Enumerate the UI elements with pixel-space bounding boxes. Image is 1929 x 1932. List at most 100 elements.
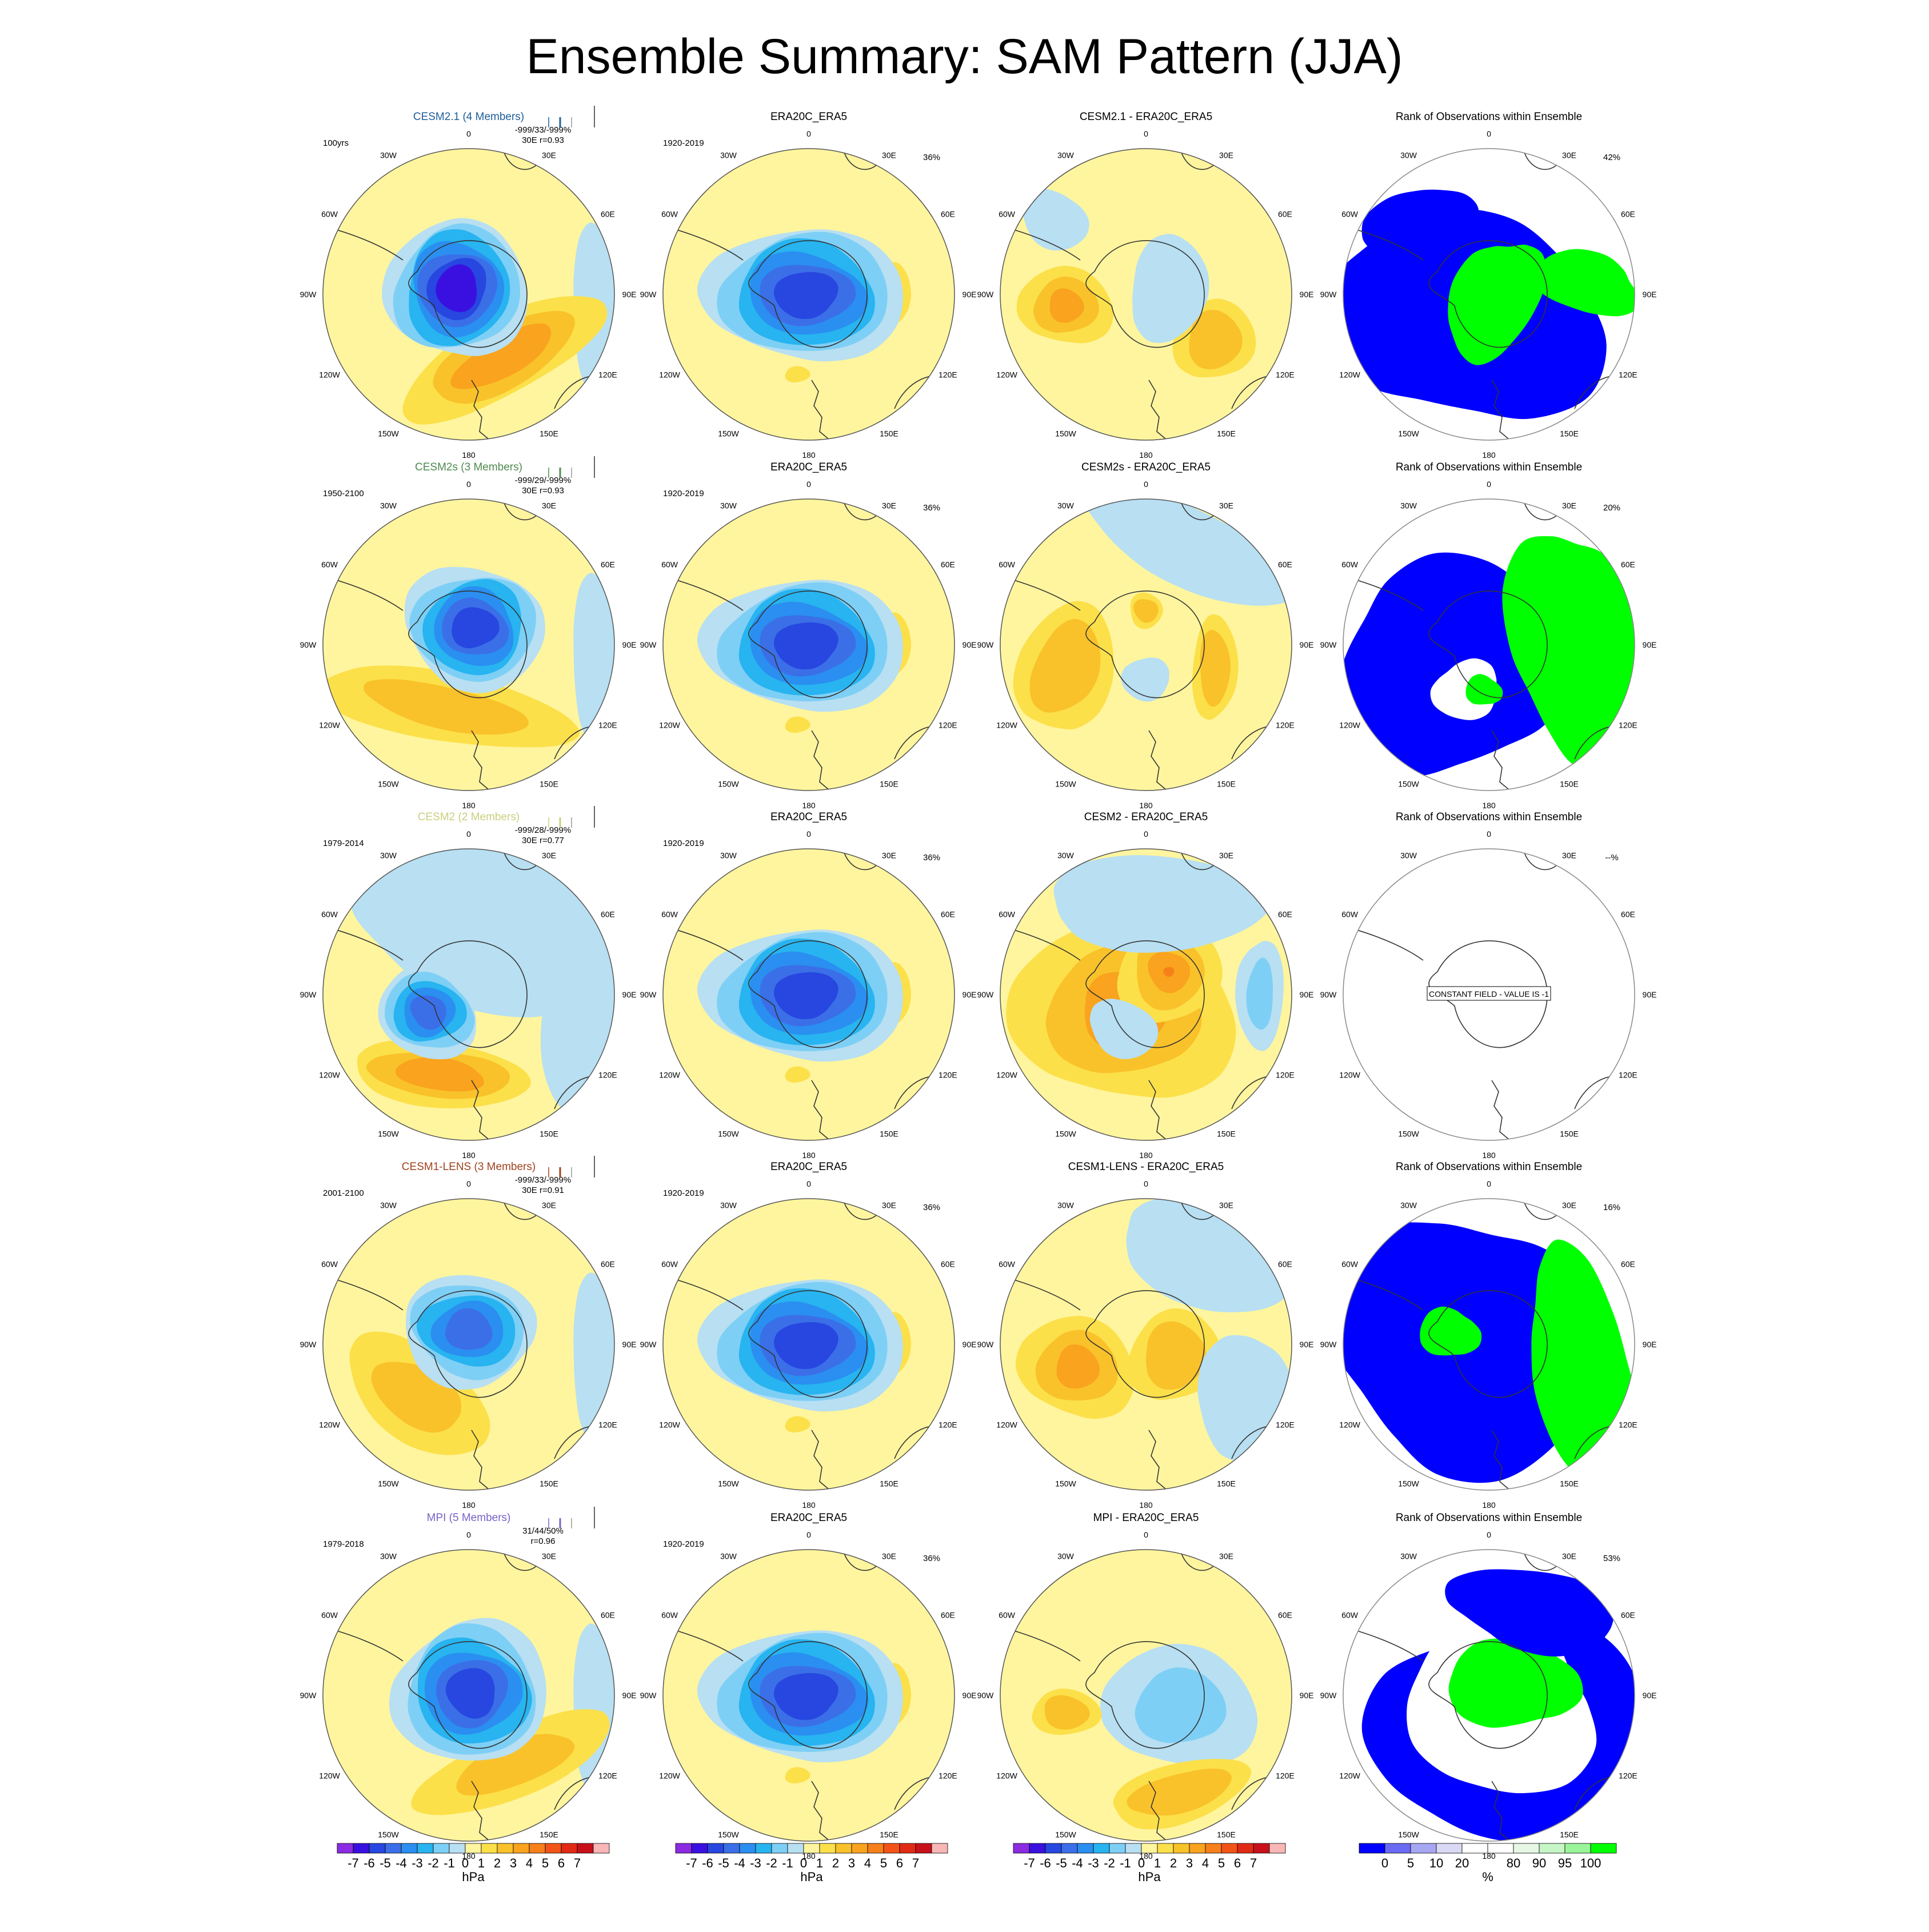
lon-label: 30E — [1562, 501, 1576, 510]
colorbar-tick-label: -3 — [750, 1856, 761, 1870]
lon-label: 0 — [466, 829, 471, 839]
colorbar-swatch — [739, 1843, 756, 1854]
new-zealand-coast — [811, 1781, 830, 1841]
colorbar-tick-label: -1 — [1120, 1856, 1131, 1870]
map-panel-rank-3: 0 30E 60E 90E 120E 150E 180 150W 120W 90W 60W 30W Ra… — [1320, 811, 1657, 1160]
map-panel-model-1: 0 30E 60E 90E 120E 150E 180 150W 120W 90W 60W 30W CE… — [300, 106, 637, 460]
lon-label: 60W — [1341, 910, 1359, 919]
colorbar-tick-label: -6 — [702, 1856, 713, 1870]
high-contour — [785, 716, 810, 733]
low-contour — [445, 1308, 493, 1350]
model-title: MPI (5 Members) — [427, 1512, 511, 1524]
map-panel-model-5: 0 30E 60E 90E 120E 150E 180 150W 120W 90W 60W 30W MP… — [300, 1507, 636, 1861]
colorbar-swatch — [1269, 1843, 1286, 1854]
diff-title: CESM1-LENS - ERA20C_ERA5 — [1068, 1161, 1224, 1173]
lon-label: 90E — [1300, 1340, 1314, 1349]
colorbar-unit: hPa — [800, 1870, 823, 1884]
lon-label: 120E — [598, 370, 617, 380]
colorbar-swatch — [1436, 1843, 1463, 1854]
lon-label: 30W — [720, 501, 737, 510]
lon-label: 90W — [1320, 290, 1337, 299]
lon-label: 90W — [300, 1691, 317, 1700]
obs-pct: 36% — [923, 503, 940, 513]
colorbar-swatch — [803, 1843, 820, 1854]
lon-label: 90E — [1300, 1691, 1314, 1700]
new-zealand-coast — [1148, 380, 1168, 440]
lon-label: 30E — [1562, 1201, 1576, 1210]
lon-label: 90W — [977, 640, 995, 649]
lon-label: 150E — [1560, 779, 1579, 788]
lon-label: 90E — [622, 290, 637, 299]
low-contour — [410, 995, 447, 1030]
lon-label: 30E — [1562, 151, 1576, 160]
colorbar-swatch — [691, 1843, 708, 1854]
lon-label: 150W — [718, 1830, 739, 1839]
colorbar-swatch — [675, 1843, 692, 1854]
map-panel-obs-1: 0 30E 60E 90E 120E 150E 180 150W 120W 90W 60W 30W ER… — [640, 111, 977, 460]
colorbar-swatch — [1359, 1843, 1385, 1854]
rank-pct: 42% — [1603, 153, 1620, 162]
lon-label: 150E — [1560, 1479, 1579, 1488]
rank-title: Rank of Observations within Ensemble — [1396, 461, 1582, 473]
colorbar-tick-label: 1 — [1154, 1856, 1161, 1870]
antarctica-coast — [748, 1290, 868, 1398]
high-contour — [785, 1767, 810, 1784]
colorbar-tick-label: -2 — [766, 1856, 777, 1870]
lon-label: 180 — [1482, 450, 1496, 460]
rank-region — [1430, 658, 1497, 720]
constant-field-box — [1427, 986, 1551, 1001]
lon-label: 60E — [1278, 560, 1292, 569]
lon-label: 150E — [880, 1129, 898, 1138]
lon-label: 90W — [640, 290, 657, 299]
lon-label: 180 — [462, 1500, 476, 1510]
colorbar-swatch — [545, 1843, 562, 1854]
lon-label: 120E — [598, 721, 617, 730]
lon-label: 0 — [806, 1530, 811, 1539]
new-zealand-coast — [471, 1781, 490, 1841]
colorbar-swatch — [1013, 1843, 1030, 1854]
low-contour — [1022, 189, 1089, 251]
lon-label: 90W — [977, 1691, 995, 1700]
lon-label: 90E — [1300, 990, 1314, 999]
lon-label: 60E — [1621, 1611, 1635, 1620]
lon-label: 30W — [1057, 151, 1075, 160]
low-contour — [1053, 855, 1272, 953]
colorbar-unit: % — [1482, 1870, 1493, 1884]
lon-label: 150E — [1560, 1830, 1579, 1839]
lon-label: 60E — [1621, 1260, 1635, 1269]
lon-label: 30E — [1562, 1552, 1576, 1561]
lon-label: 150W — [378, 1129, 399, 1138]
lon-label: 30W — [720, 851, 737, 860]
model-period: 2001-2100 — [323, 1188, 364, 1198]
colorbar-tick-label: 7 — [912, 1856, 919, 1870]
lon-label: 120W — [319, 370, 340, 380]
lon-label: 120E — [1619, 1420, 1638, 1430]
lon-label: 0 — [1144, 480, 1148, 489]
new-zealand-coast — [1491, 380, 1511, 440]
lon-label: 180 — [1139, 801, 1153, 810]
obs-pct: 36% — [923, 153, 940, 162]
map-border — [1000, 498, 1292, 791]
rank-region — [1420, 1306, 1482, 1356]
lon-label: 120W — [996, 1771, 1017, 1781]
colorbar-tick-label: 7 — [574, 1856, 581, 1870]
colorbar-swatch — [899, 1843, 916, 1854]
colorbar-tick-label: 0 — [462, 1856, 469, 1870]
colorbar-unit: hPa — [1138, 1870, 1161, 1884]
lon-label: 150W — [1398, 429, 1419, 438]
high-contour — [364, 679, 529, 735]
lon-label: 0 — [1487, 1530, 1491, 1539]
lon-label: 150E — [540, 779, 558, 788]
antarctica-coast — [1428, 1641, 1548, 1749]
lon-label: 150W — [378, 429, 399, 438]
lon-label: 30E — [1219, 851, 1233, 860]
new-zealand-coast — [1148, 1080, 1168, 1140]
map-panel-rank-5: 0 30E 60E 90E 120E 150E 180 150W 120W 90W 60W 30W Ra… — [1320, 1512, 1657, 1861]
colorbar-swatch — [1045, 1843, 1062, 1854]
high-contour — [1029, 618, 1101, 713]
lon-label: 120E — [938, 370, 957, 380]
colorbar-tick-label: 5 — [542, 1856, 549, 1870]
lon-label: 30E — [542, 501, 556, 510]
lon-label: 150E — [1217, 1479, 1236, 1488]
new-zealand-coast — [811, 1080, 830, 1140]
